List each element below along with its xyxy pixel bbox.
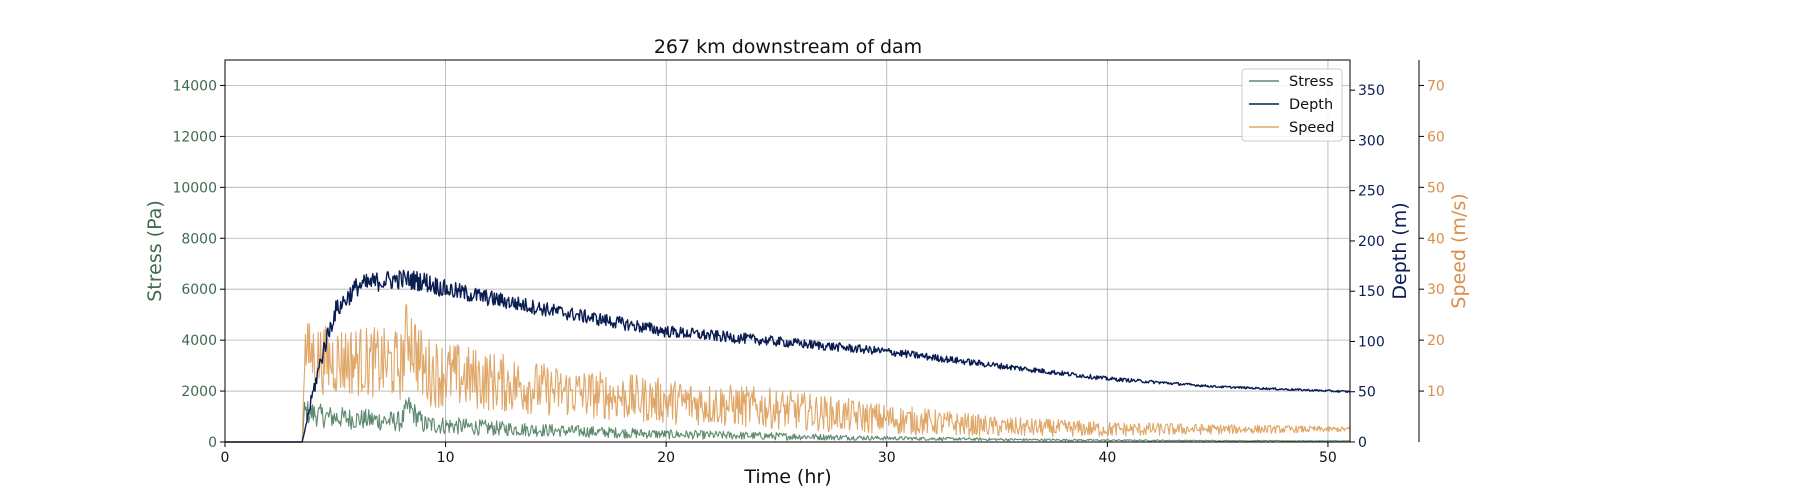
speed-tick-label: 40 bbox=[1427, 231, 1445, 247]
depth-axis-label: Depth (m) bbox=[1389, 202, 1411, 299]
speed-tick-label: 60 bbox=[1427, 129, 1445, 145]
x-tick-label: 20 bbox=[657, 450, 675, 466]
chart-title: 267 km downstream of dam bbox=[654, 36, 922, 58]
depth-tick-label: 250 bbox=[1358, 184, 1385, 200]
stress-tick-label: 0 bbox=[208, 435, 217, 451]
x-tick-label: 10 bbox=[437, 450, 455, 466]
x-tick-label: 30 bbox=[878, 450, 896, 466]
stress-tick-label: 4000 bbox=[181, 333, 217, 349]
stress-axis-label: Stress (Pa) bbox=[144, 200, 166, 302]
legend-depth-label: Depth bbox=[1289, 97, 1333, 113]
stress-tick-label: 12000 bbox=[172, 129, 217, 145]
x-axis-label: Time (hr) bbox=[743, 466, 831, 488]
depth-tick-label: 150 bbox=[1358, 284, 1385, 300]
speed-tick-label: 30 bbox=[1427, 282, 1445, 298]
speed-tick-label: 20 bbox=[1427, 333, 1445, 349]
speed-tick-label: 50 bbox=[1427, 180, 1445, 196]
legend-speed-label: Speed bbox=[1289, 120, 1334, 136]
depth-tick-label: 100 bbox=[1358, 334, 1385, 350]
depth-tick-label: 0 bbox=[1358, 435, 1367, 451]
legend-stress-label: Stress bbox=[1289, 74, 1334, 90]
legend: Stress Depth Speed bbox=[1242, 69, 1342, 141]
speed-tick-label: 10 bbox=[1427, 384, 1445, 400]
stress-tick-label: 2000 bbox=[181, 384, 217, 400]
x-tick-label: 0 bbox=[221, 450, 230, 466]
depth-tick-label: 200 bbox=[1358, 234, 1385, 250]
stress-tick-label: 8000 bbox=[181, 231, 217, 247]
stress-tick-label: 14000 bbox=[172, 78, 217, 94]
depth-tick-label: 350 bbox=[1358, 83, 1385, 99]
depth-tick-label: 50 bbox=[1358, 385, 1376, 401]
depth-tick-label: 300 bbox=[1358, 133, 1385, 149]
x-tick-label: 50 bbox=[1319, 450, 1337, 466]
stress-tick-label: 6000 bbox=[181, 282, 217, 298]
x-tick-label: 40 bbox=[1098, 450, 1116, 466]
speed-axis-label: Speed (m/s) bbox=[1448, 193, 1470, 308]
stress-tick-label: 10000 bbox=[172, 180, 217, 196]
speed-tick-label: 70 bbox=[1427, 78, 1445, 94]
